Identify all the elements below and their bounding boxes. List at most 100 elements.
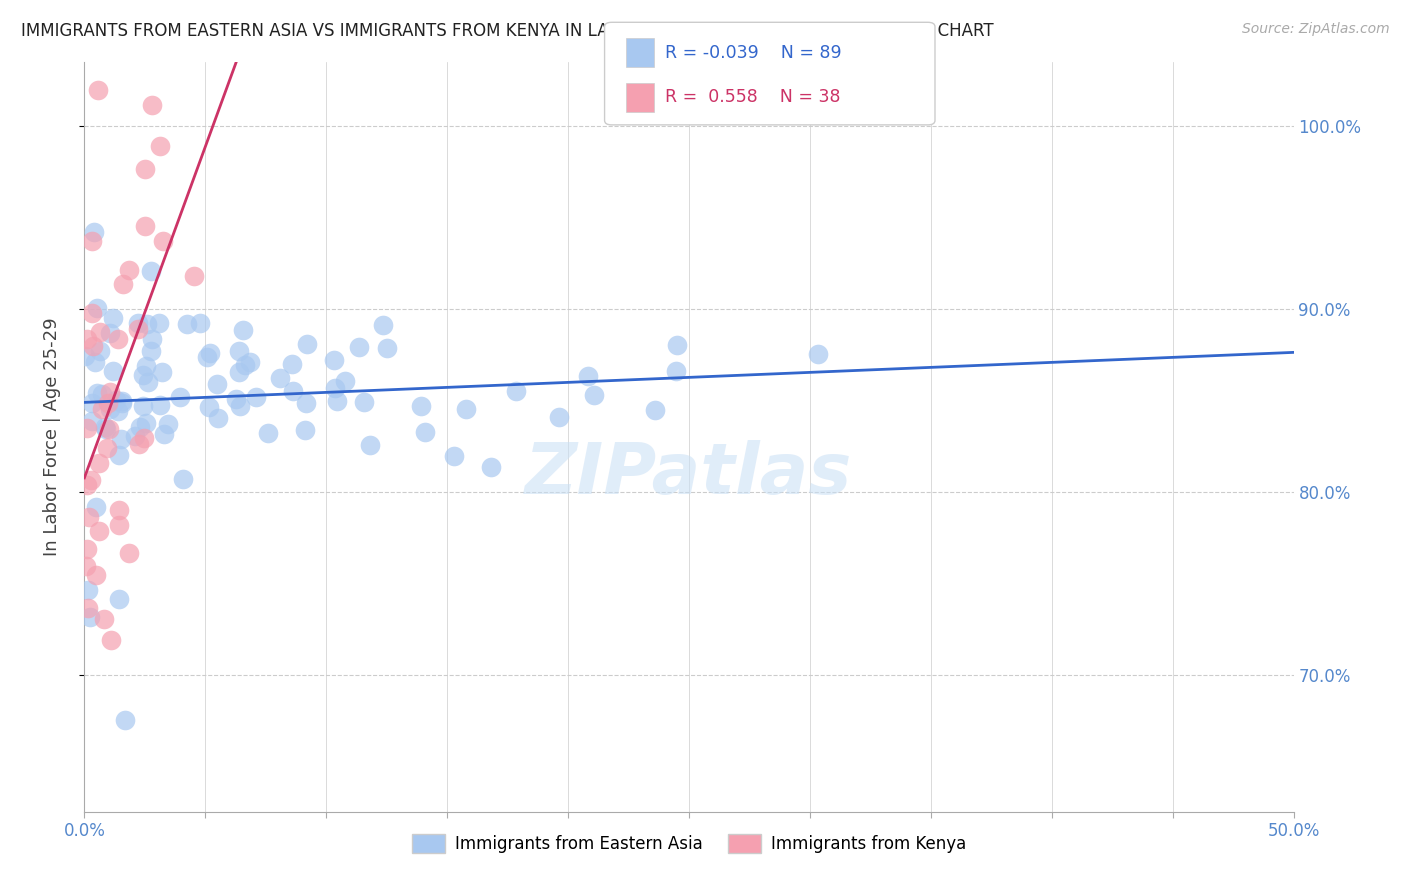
Point <box>75 558 97 573</box>
Point <box>76 421 98 435</box>
Point <box>409 399 432 413</box>
Point <box>82 415 104 429</box>
Point <box>225 392 247 407</box>
Point <box>347 340 370 354</box>
Point <box>576 368 599 383</box>
Point <box>807 347 830 361</box>
Point <box>135 416 157 430</box>
Point <box>134 431 156 445</box>
Point <box>375 341 398 355</box>
Point <box>94 419 117 434</box>
Point <box>86 386 108 401</box>
Point <box>139 263 162 277</box>
Point <box>98 421 121 435</box>
Point <box>90 402 112 417</box>
Point <box>131 399 153 413</box>
Point <box>87 457 110 471</box>
Point <box>454 402 477 417</box>
Point <box>79 610 101 624</box>
Point <box>548 410 571 425</box>
Point <box>101 310 124 325</box>
Point <box>124 428 146 442</box>
Point <box>239 355 262 369</box>
Point <box>110 432 132 446</box>
Point <box>86 301 108 315</box>
Text: ZIPatlas: ZIPatlas <box>526 440 852 509</box>
Point <box>79 509 101 524</box>
Text: IMMIGRANTS FROM EASTERN ASIA VS IMMIGRANTS FROM KENYA IN LABOR FORCE | AGE 25-29: IMMIGRANTS FROM EASTERN ASIA VS IMMIGRAN… <box>21 22 994 40</box>
Point <box>152 234 174 248</box>
Point <box>82 396 104 410</box>
Point <box>149 138 172 153</box>
Point <box>505 384 527 398</box>
Point <box>127 322 149 336</box>
Point <box>134 219 156 234</box>
Y-axis label: In Labor Force | Age 25-29: In Labor Force | Age 25-29 <box>42 318 60 557</box>
Point <box>152 427 174 442</box>
Point <box>232 322 254 336</box>
Point <box>205 376 228 391</box>
Point <box>141 98 163 112</box>
Point <box>353 395 375 409</box>
Point <box>148 398 170 412</box>
Point <box>169 390 191 404</box>
Point <box>89 524 111 539</box>
Point <box>326 393 349 408</box>
Point <box>666 338 689 352</box>
Point <box>269 371 291 385</box>
Point <box>134 162 156 177</box>
Point <box>98 326 121 341</box>
Point <box>111 277 134 291</box>
Point <box>371 318 394 332</box>
Point <box>96 422 118 436</box>
Point <box>93 612 115 626</box>
Point <box>257 426 280 441</box>
Point <box>86 567 108 582</box>
Point <box>101 364 124 378</box>
Point <box>323 353 346 368</box>
Point <box>443 449 465 463</box>
Text: R = -0.039    N = 89: R = -0.039 N = 89 <box>665 44 842 62</box>
Point <box>98 385 121 400</box>
Point <box>139 344 162 359</box>
Point <box>200 346 222 360</box>
Point <box>294 396 316 410</box>
Point <box>84 500 107 515</box>
Point <box>197 400 219 414</box>
Point <box>582 388 605 402</box>
Point <box>105 392 128 407</box>
Point <box>107 332 129 346</box>
Point <box>90 386 112 401</box>
Point <box>100 632 122 647</box>
Point <box>136 375 159 389</box>
Point <box>111 396 134 410</box>
Point <box>80 306 103 320</box>
Point <box>413 425 436 439</box>
Text: R =  0.558    N = 38: R = 0.558 N = 38 <box>665 88 841 106</box>
Point <box>333 374 356 388</box>
Point <box>87 83 110 97</box>
Point <box>156 417 179 431</box>
Point <box>245 390 267 404</box>
Point <box>281 384 304 398</box>
Point <box>84 355 107 369</box>
Text: Source: ZipAtlas.com: Source: ZipAtlas.com <box>1241 22 1389 37</box>
Point <box>141 332 163 346</box>
Point <box>98 401 121 416</box>
Point <box>228 344 250 359</box>
Point <box>188 316 211 330</box>
Point <box>644 403 666 417</box>
Point <box>108 592 131 607</box>
Point <box>129 420 152 434</box>
Point <box>107 404 129 418</box>
Point <box>82 339 104 353</box>
Point <box>76 332 98 346</box>
Point <box>479 459 502 474</box>
Point <box>176 318 198 332</box>
Point <box>97 395 120 409</box>
Point <box>665 364 688 378</box>
Point <box>229 399 252 413</box>
Point <box>136 318 159 332</box>
Point <box>76 478 98 492</box>
Point <box>76 541 98 556</box>
